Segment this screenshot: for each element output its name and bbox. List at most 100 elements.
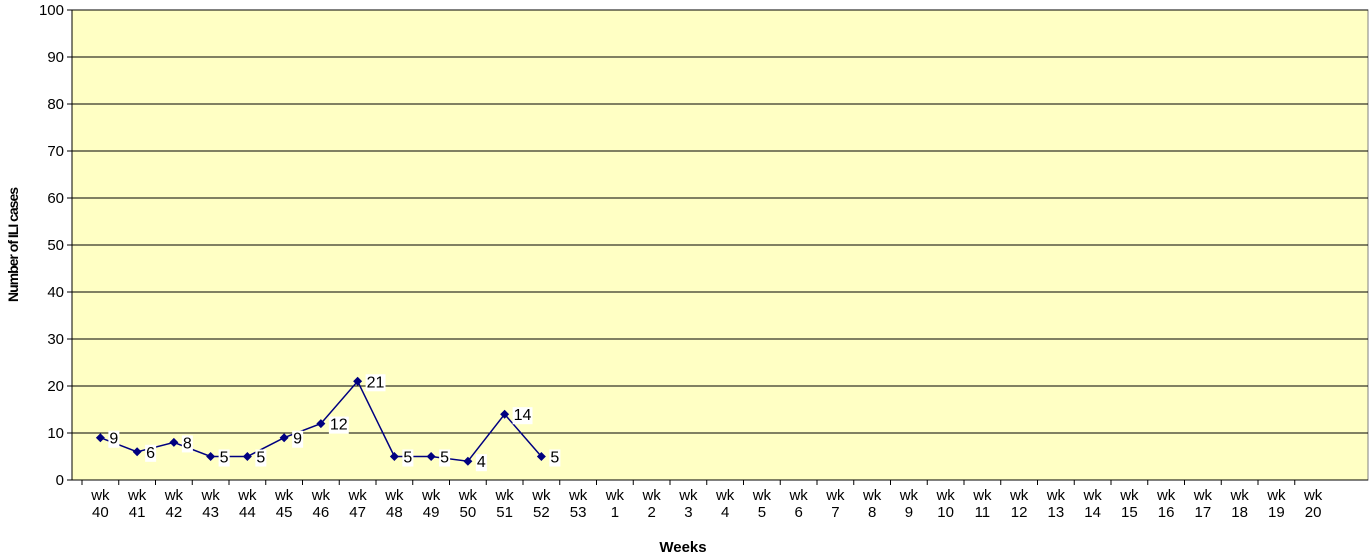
- marker: [169, 437, 179, 447]
- x-tick-label-line: wk: [421, 487, 441, 504]
- x-tick-label: wk 7: [825, 487, 845, 521]
- x-tick-label-line: wk: [274, 487, 294, 504]
- x-tick-label: wk 18: [1229, 487, 1249, 521]
- x-tick-label: wk 1: [605, 487, 625, 521]
- x-tick-label-line: wk: [752, 487, 772, 504]
- x-tick-label-line: wk: [384, 487, 404, 504]
- x-tick-label-line: wk: [1266, 487, 1286, 504]
- x-axis-label: Weeks: [659, 539, 706, 556]
- x-tick-label-line: 41: [129, 504, 146, 521]
- y-tick-label: 60: [47, 190, 64, 207]
- x-tick-label: wk 5: [752, 487, 772, 521]
- data-label-bg: [328, 416, 349, 434]
- x-tick-label-line: 52: [533, 504, 550, 521]
- x-tick-label-line: 42: [166, 504, 183, 521]
- x-tick-label-line: 7: [831, 504, 839, 521]
- y-tick-label: 30: [47, 331, 64, 348]
- x-tick-label-line: 45: [276, 504, 293, 521]
- data-label: 12: [330, 417, 348, 434]
- x-tick-label: wk 11: [972, 487, 992, 521]
- x-tick-label-line: wk: [311, 487, 331, 504]
- marker: [206, 452, 216, 461]
- x-tick-label: wk 2: [641, 487, 661, 521]
- x-tick-label-line: wk: [972, 487, 992, 504]
- x-tick-label-line: wk: [458, 487, 478, 504]
- data-label: 5: [403, 450, 412, 467]
- y-axis-label: Number of ILI cases: [5, 187, 21, 302]
- x-tick-label-line: 19: [1268, 504, 1285, 521]
- data-label-bg: [512, 407, 533, 425]
- x-tick-label-line: 20: [1305, 504, 1322, 521]
- x-tick-label-line: 9: [905, 504, 913, 521]
- x-tick-label-line: 14: [1084, 504, 1101, 521]
- x-tick-label-line: wk: [899, 487, 919, 504]
- x-tick-label-line: 11: [975, 504, 991, 521]
- data-label: 4: [477, 454, 486, 471]
- x-tick-label-line: wk: [788, 487, 808, 504]
- x-tick-label-line: 6: [794, 504, 802, 521]
- x-tick-label-line: 2: [647, 504, 655, 521]
- x-tick-label: wk 45: [274, 487, 294, 521]
- data-label: 5: [440, 450, 449, 467]
- x-tick-label-line: 12: [1011, 504, 1028, 521]
- x-tick-label-line: 10: [937, 504, 954, 521]
- data-label: 5: [256, 450, 265, 467]
- x-tick-label-line: 13: [1048, 504, 1065, 521]
- data-label-bg: [108, 430, 120, 448]
- x-tick-label-line: 48: [386, 504, 403, 521]
- x-tick-label: wk 40: [90, 487, 110, 521]
- marker: [500, 409, 510, 419]
- x-tick-label-line: wk: [715, 487, 735, 504]
- data-label-bg: [181, 435, 193, 453]
- x-tick-label: wk 17: [1193, 487, 1213, 521]
- y-tick-label: 0: [56, 472, 64, 489]
- marker: [463, 456, 473, 466]
- marker: [242, 452, 252, 461]
- x-tick-label: wk 10: [935, 487, 955, 521]
- x-tick-label-line: 4: [721, 504, 729, 521]
- x-tick-label-line: 17: [1195, 504, 1212, 521]
- x-tick-label: wk 15: [1119, 487, 1139, 521]
- x-tick-label-line: 51: [496, 504, 513, 521]
- y-tick-label: 100: [39, 2, 64, 19]
- data-label-bg: [402, 449, 414, 467]
- x-tick-label-line: wk: [935, 487, 955, 504]
- x-tick-label: wk 53: [568, 487, 588, 521]
- x-tick-label: wk 14: [1082, 487, 1102, 521]
- x-tick-label-line: wk: [494, 487, 514, 504]
- x-tick-label-line: 43: [202, 504, 219, 521]
- x-tick-label: wk 42: [164, 487, 184, 521]
- x-tick-label-line: wk: [164, 487, 184, 504]
- x-tick-label-line: wk: [237, 487, 257, 504]
- x-tick-label: wk 44: [237, 487, 257, 521]
- x-tick-label-line: wk: [347, 487, 367, 504]
- x-tick-label-line: 16: [1158, 504, 1175, 521]
- x-tick-label: wk 41: [127, 487, 147, 521]
- data-label-bg: [145, 444, 157, 462]
- y-tick-label: 90: [47, 49, 64, 66]
- marker: [536, 452, 546, 461]
- data-label: 9: [293, 431, 302, 448]
- x-tick-label-line: 49: [423, 504, 440, 521]
- x-tick-label-line: wk: [605, 487, 625, 504]
- x-tick-label-line: wk: [1119, 487, 1139, 504]
- y-tick-label: 10: [47, 425, 64, 442]
- x-tick-label: wk 50: [458, 487, 478, 521]
- x-tick-label: wk 49: [421, 487, 441, 521]
- x-tick-label: wk 12: [1009, 487, 1029, 521]
- x-tick-label: wk 43: [200, 487, 220, 521]
- marker: [132, 447, 142, 457]
- x-tick-label-line: 47: [349, 504, 366, 521]
- data-label: 6: [146, 445, 155, 462]
- x-tick-label-line: wk: [568, 487, 588, 504]
- x-tick-label: wk 3: [678, 487, 698, 521]
- data-label-bg: [549, 449, 561, 467]
- x-tick-label: wk 16: [1156, 487, 1176, 521]
- x-tick-label-line: wk: [641, 487, 661, 504]
- x-tick-label-line: wk: [1009, 487, 1029, 504]
- x-tick-label-line: 18: [1231, 504, 1248, 521]
- x-tick-label: wk 6: [788, 487, 808, 521]
- data-label-bg: [365, 374, 386, 392]
- y-tick-label: 20: [47, 378, 64, 395]
